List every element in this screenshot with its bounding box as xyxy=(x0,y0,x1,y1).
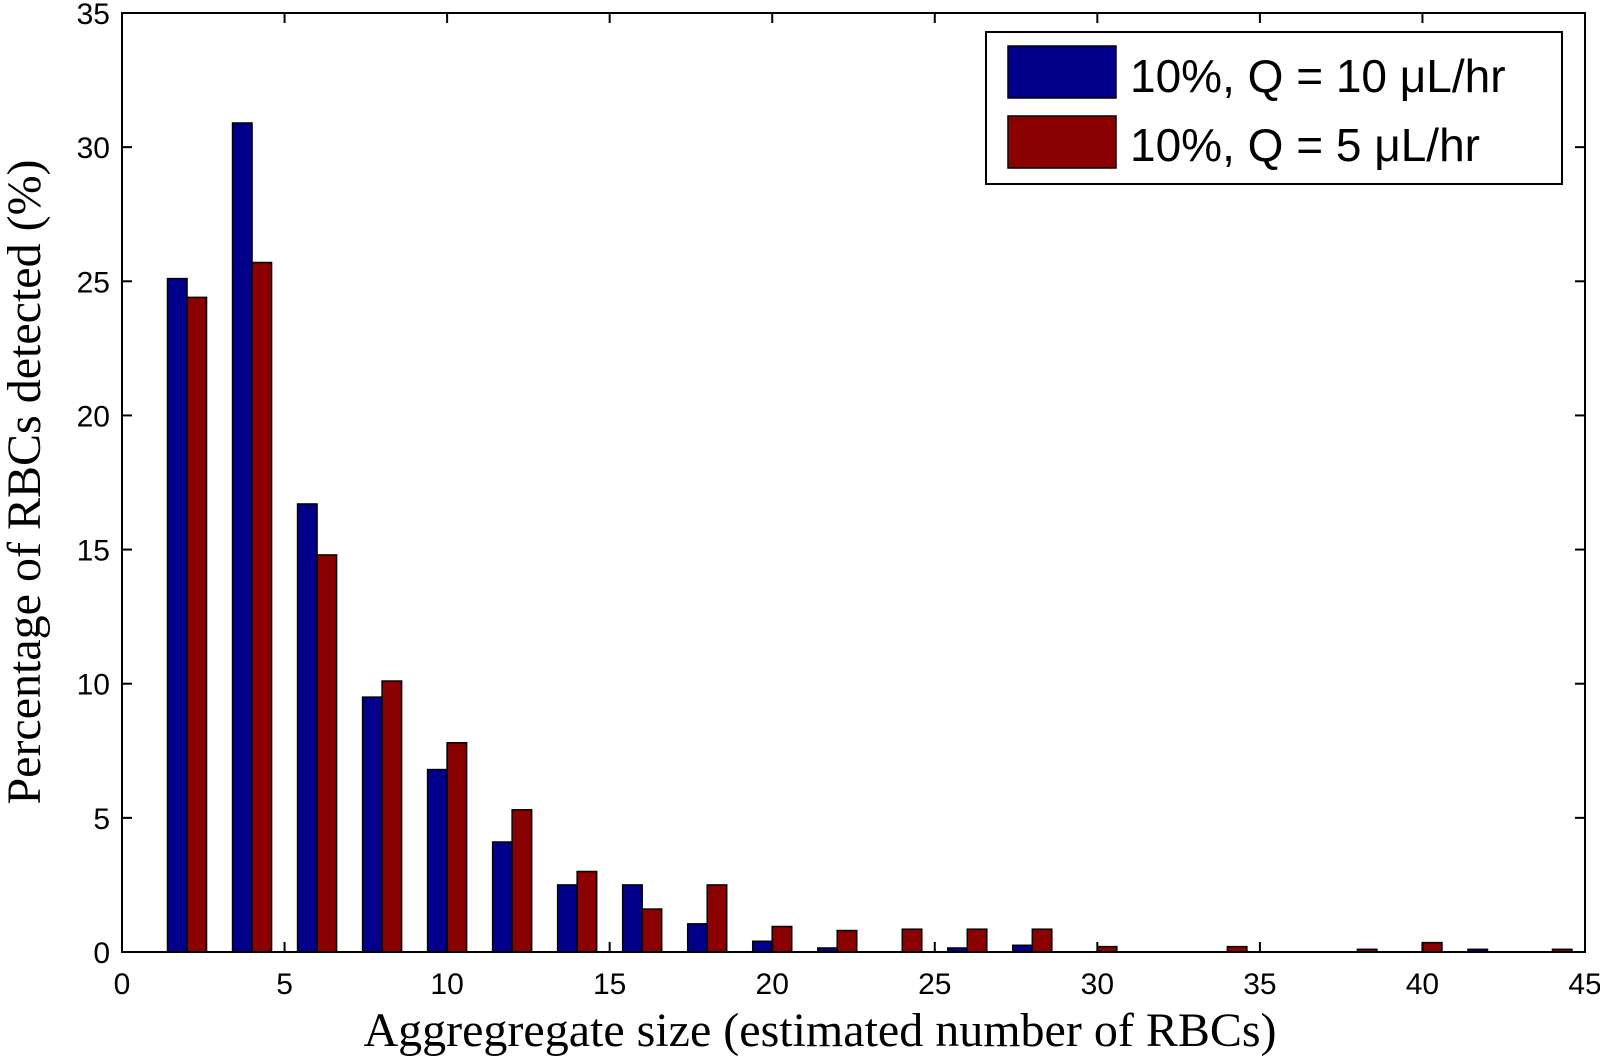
x-axis-label: Aggregregate size (estimated number of R… xyxy=(363,1004,1276,1057)
bars-layer xyxy=(166,122,1573,953)
x-tick-label: 45 xyxy=(1568,968,1600,1001)
y-tick-label: 35 xyxy=(77,0,110,31)
bar-series-2-x-4 xyxy=(251,261,273,953)
bar-series-1-x-20 xyxy=(751,940,773,953)
legend-swatch-series-1 xyxy=(1007,45,1117,99)
x-tick-label: 30 xyxy=(1081,968,1114,1001)
x-tick-label: 5 xyxy=(276,968,293,1001)
bar-series-2-x-40 xyxy=(1421,941,1443,953)
bar-series-1-x-12 xyxy=(491,841,513,953)
bar-series-2-x-16 xyxy=(641,908,663,953)
bar-series-1-x-4 xyxy=(231,122,253,953)
legend-label-series-2: 10%, Q = 5 μL/hr xyxy=(1130,119,1480,171)
bar-series-2-x-18 xyxy=(706,884,728,953)
ticks-layer: 0 5 10 15 20 25 30 35 40 45 0 5 10 15 20 25 30 35 xyxy=(77,0,1600,1001)
y-tick-label: 25 xyxy=(77,266,110,299)
x-tick-label: 15 xyxy=(593,968,626,1001)
y-tick-label: 15 xyxy=(77,535,110,568)
legend-swatch-series-2 xyxy=(1007,115,1117,169)
bar-series-1-x-8 xyxy=(361,696,383,953)
bar-series-1-x-28 xyxy=(1012,944,1034,953)
legend: 10%, Q = 10 μL/hr 10%, Q = 5 μL/hr xyxy=(985,31,1563,185)
y-tick-label: 0 xyxy=(93,937,110,970)
bar-series-2-x-8 xyxy=(381,680,403,953)
bar-series-2-x-14 xyxy=(576,870,598,953)
bar-series-2-x-24 xyxy=(901,928,923,953)
plot-frame xyxy=(121,12,1586,953)
x-tick-label: 25 xyxy=(918,968,951,1001)
legend-label-series-1: 10%, Q = 10 μL/hr xyxy=(1130,50,1506,102)
bar-series-2-x-10 xyxy=(446,741,468,953)
y-tick-label: 5 xyxy=(93,803,110,836)
y-tick-label: 10 xyxy=(77,669,110,702)
x-tick-label: 10 xyxy=(430,968,463,1001)
bar-series-1-x-18 xyxy=(686,923,708,953)
bar-series-2-x-12 xyxy=(511,809,533,953)
y-tick-label: 20 xyxy=(77,400,110,433)
bar-series-2-x-22 xyxy=(836,929,858,953)
bar-series-1-x-6 xyxy=(296,503,318,953)
bar-series-1-x-10 xyxy=(426,768,448,953)
x-tick-label: 20 xyxy=(756,968,789,1001)
bar-series-1-x-2 xyxy=(166,277,188,953)
bar-series-2-x-20 xyxy=(771,925,793,953)
bar-series-1-x-16 xyxy=(621,884,643,953)
bar-series-2-x-28 xyxy=(1031,928,1053,953)
x-tick-label: 35 xyxy=(1243,968,1276,1001)
bar-series-1-x-14 xyxy=(556,884,578,953)
bar-series-2-x-2 xyxy=(186,296,208,953)
x-tick-label: 0 xyxy=(114,968,131,1001)
y-axis-label: Percentage of RBCs detected (%) xyxy=(0,159,51,804)
bar-series-2-x-6 xyxy=(316,554,338,953)
x-tick-label: 40 xyxy=(1406,968,1439,1001)
y-tick-label: 30 xyxy=(77,132,110,165)
bar-series-2-x-26 xyxy=(966,928,988,953)
